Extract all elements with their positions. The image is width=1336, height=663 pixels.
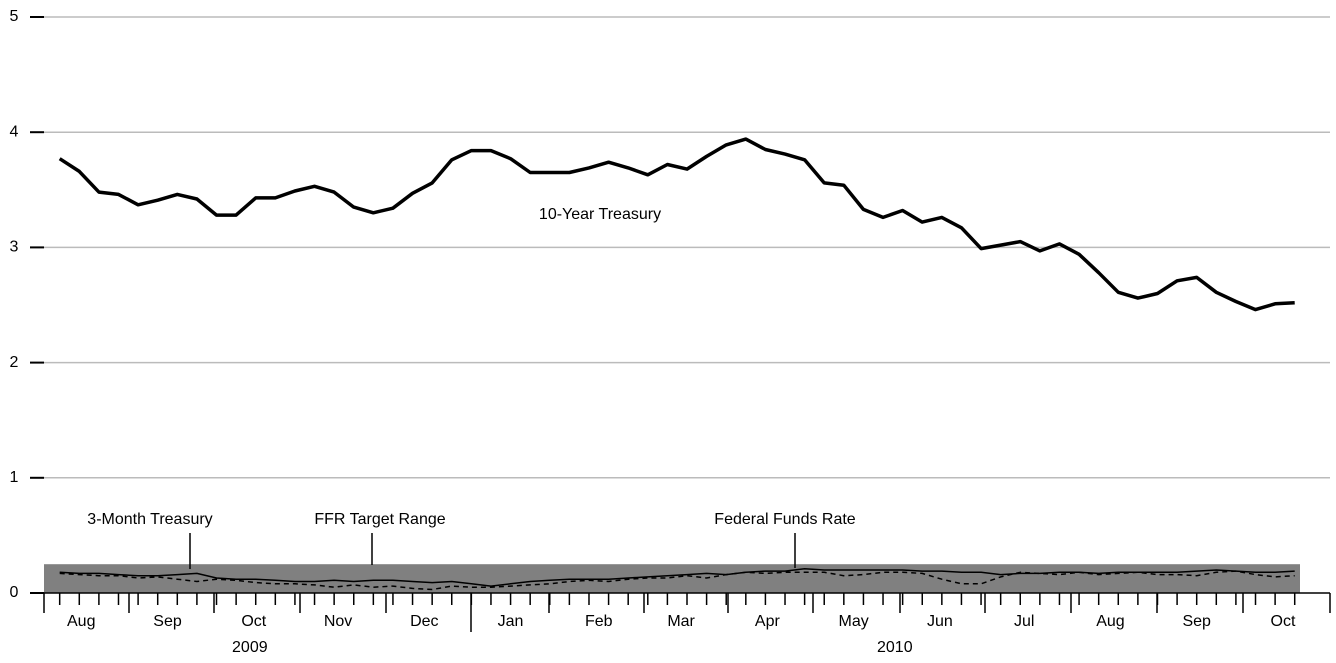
series-label: 10-Year Treasury [539,206,661,223]
series-line [59,570,1295,591]
y-tick-label: 0 [10,584,19,601]
year-label: 2010 [877,639,913,656]
series-label: Federal Funds Rate [714,511,856,528]
x-tick-label: Sep [153,613,182,630]
x-tick-label: Oct [1271,613,1296,630]
y-tick-label: 1 [10,469,19,486]
x-tick-label: Aug [67,613,95,630]
y-tick-label: 3 [10,239,19,256]
x-tick-label: May [839,613,869,630]
y-tick-label: 5 [10,8,19,25]
x-tick-label: Mar [667,613,695,630]
x-tick-label: Oct [241,613,266,630]
x-tick-label: Sep [1182,613,1211,630]
x-tick-label: Apr [755,613,781,630]
series-line [58,137,1295,312]
series-label: 3-Month Treasury [87,511,212,528]
x-tick-label: Jan [498,613,524,630]
x-tick-label: Aug [1096,613,1124,630]
series-label: FFR Target Range [314,511,445,528]
x-tick-label: Dec [410,613,438,630]
year-label: 2009 [232,639,268,656]
x-tick-label: Jul [1014,613,1034,630]
x-tick-label: Nov [324,613,352,630]
x-tick-label: Jun [927,613,953,630]
y-tick-label: 2 [10,354,19,371]
x-tick-label: Feb [585,613,613,630]
y-tick-label: 4 [10,123,19,140]
